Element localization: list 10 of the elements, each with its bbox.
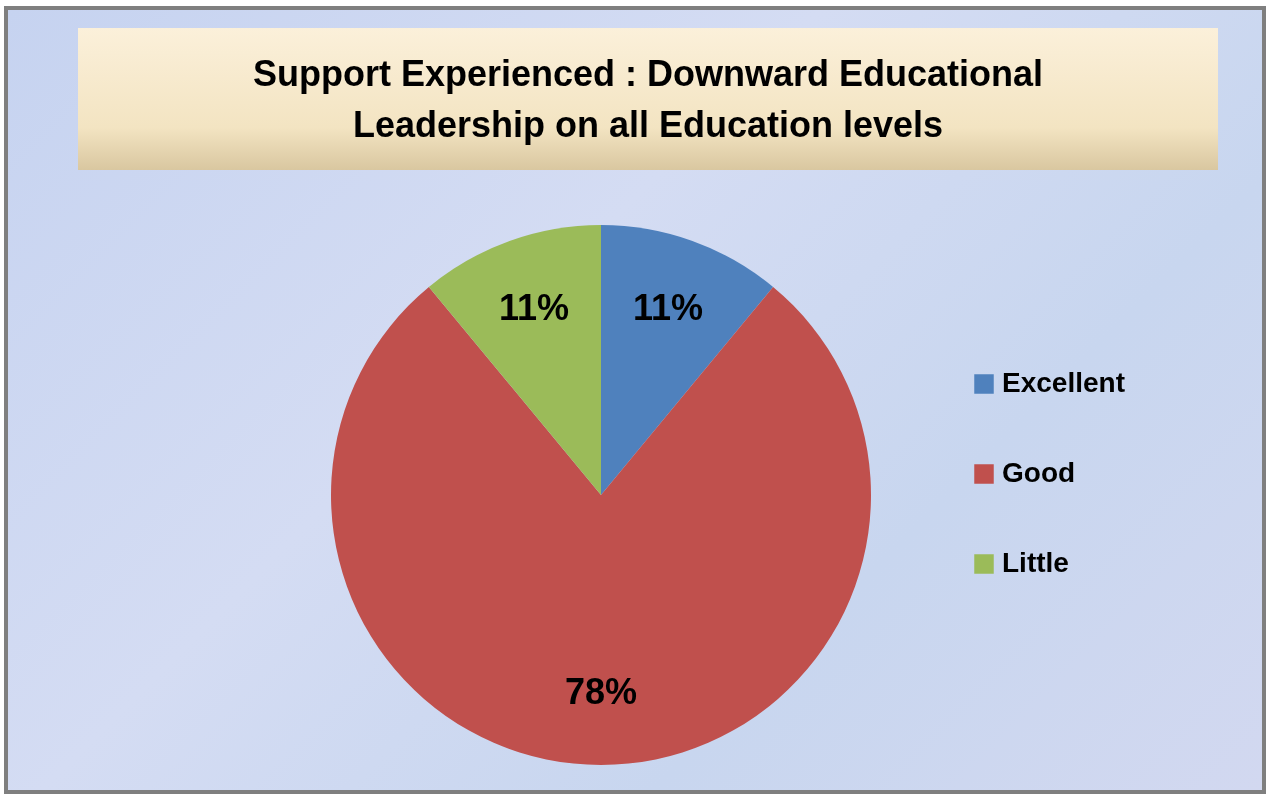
legend-label: Excellent [1002,367,1125,398]
data-label: 11% [498,286,569,328]
data-label: 11% [633,286,704,328]
legend-label: Good [1002,457,1076,488]
legend-label: Little [1002,547,1069,578]
chart-title: Support Experienced : Downward Educational Leadership on all Education levels [251,52,1045,147]
pie-slice [428,225,601,495]
pie-slice [331,286,871,765]
pie-slice [601,225,774,495]
data-label: 78% [564,671,638,712]
